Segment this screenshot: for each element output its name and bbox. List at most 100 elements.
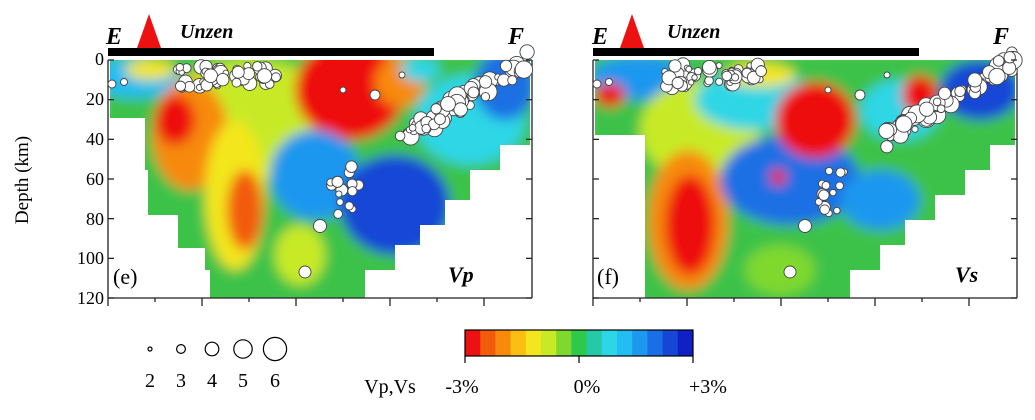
colorbar-cell	[495, 330, 512, 356]
earthquake-marker	[819, 204, 830, 215]
earthquake-marker	[453, 102, 468, 117]
profile-start-label: E	[591, 24, 608, 50]
magnitude-circle	[147, 346, 153, 352]
earthquake-marker	[331, 175, 344, 188]
earthquake-marker	[685, 65, 693, 73]
earthquake-marker	[605, 78, 613, 86]
parameter-label: Vp	[448, 262, 474, 287]
volcano-icon	[620, 14, 644, 48]
earthquake-marker	[252, 61, 263, 72]
earthquake-marker	[883, 71, 891, 79]
profile-end-label: F	[507, 24, 524, 50]
earthquake-marker	[203, 68, 218, 83]
earthquake-marker	[932, 97, 942, 107]
earthquake-marker	[671, 76, 684, 90]
colorbar-cell	[586, 330, 603, 356]
colorbar-cell	[541, 330, 557, 356]
colorbar-cell	[480, 330, 496, 356]
earthquake-marker	[798, 219, 812, 233]
panel-letter: (e)	[113, 264, 137, 289]
colorbar: Vp,Vs -3% 0% +3%	[364, 329, 727, 398]
earthquake-marker	[878, 122, 895, 139]
earthquake-marker	[421, 123, 431, 134]
earthquake-marker	[271, 72, 281, 83]
colorbar-cell	[601, 330, 618, 356]
colorbar-cell	[677, 330, 694, 356]
tick-label: 20	[86, 89, 104, 109]
earthquake-marker	[668, 59, 682, 73]
earthquake-marker	[833, 206, 841, 215]
earthquake-marker	[175, 63, 185, 72]
earthquake-marker	[398, 71, 406, 79]
earthquake-marker	[347, 186, 358, 197]
colorbar-cell	[647, 330, 664, 356]
earthquake-marker	[938, 86, 952, 100]
earthquake-marker	[835, 181, 844, 191]
earthquake-marker	[829, 188, 837, 197]
magnitude-label: 4	[207, 370, 217, 392]
earthquake-marker	[854, 89, 866, 101]
colorbar-cell	[510, 330, 527, 356]
magnitude-circle	[204, 341, 220, 357]
magnitude-circle	[233, 339, 253, 359]
earthquake-marker	[369, 89, 381, 101]
earthquake-marker	[818, 189, 830, 201]
magnitude-legend: 2 3 4 5 6	[145, 336, 288, 392]
earthquake-marker	[478, 75, 493, 89]
earthquake-marker	[592, 79, 602, 89]
colorbar-label: 0%	[574, 376, 601, 398]
earthquake-marker	[499, 59, 513, 73]
earthquake-marker	[514, 60, 534, 79]
earthquake-marker	[731, 73, 740, 82]
colorbar-cell	[465, 330, 481, 356]
earthquake-marker	[120, 78, 128, 86]
tick-label: 100	[77, 248, 104, 268]
earthquake-marker	[336, 198, 344, 206]
earthquake-marker	[335, 190, 343, 198]
earthquake-marker	[715, 77, 724, 86]
earthquake-marker	[313, 219, 327, 233]
earthquake-marker	[480, 92, 491, 102]
earthquake-marker	[694, 67, 703, 76]
tick-label: 40	[86, 129, 104, 149]
earthquake-marker	[519, 44, 535, 60]
profile-start-label: E	[105, 24, 122, 50]
earthquake-marker	[702, 59, 717, 75]
earthquake-marker	[688, 79, 695, 86]
panel-f: E Unzen F (f) Vs	[591, 14, 1023, 306]
colorbar-cell	[632, 330, 648, 356]
earthquake-marker	[755, 65, 767, 78]
earthquake-marker	[721, 70, 733, 82]
magnitude-circle	[176, 344, 187, 355]
surface-bar-e	[108, 48, 434, 56]
earthquake-marker	[825, 166, 834, 176]
magnitude-label: 2	[145, 370, 155, 392]
depth-axis-label: Depth (km)	[12, 136, 33, 224]
magnitude-label: 3	[176, 370, 186, 392]
earthquake-marker	[256, 68, 273, 84]
depth-ticks-f	[593, 59, 1017, 299]
earthquake-marker	[394, 130, 406, 142]
earthquake-marker	[434, 113, 446, 126]
earthquake-marker	[895, 115, 913, 133]
panel-e: E Unzen F (e) Vp 0 20 40 60 80 100 120 D…	[12, 14, 535, 308]
x-ticks-f	[592, 298, 970, 306]
earthquake-marker	[467, 86, 480, 99]
colorbar-title: Vp,Vs	[364, 376, 416, 398]
colorbar-cell	[525, 330, 542, 356]
colorbar-label: -3%	[445, 376, 478, 398]
earthquake-marker	[954, 85, 966, 98]
earthquakes-e	[107, 44, 535, 279]
earthquakes-f	[592, 46, 1023, 279]
volcano-label: Unzen	[667, 21, 720, 43]
tick-label: 120	[77, 288, 104, 308]
earthquake-marker	[783, 265, 797, 279]
parameter-label: Vs	[955, 262, 978, 287]
colorbar-label: +3%	[689, 376, 727, 398]
earthquake-marker	[1003, 51, 1016, 64]
earthquake-marker	[911, 125, 919, 133]
colorbar-cell	[662, 330, 679, 356]
earthquake-marker	[175, 80, 187, 92]
earthquake-marker	[936, 104, 946, 114]
